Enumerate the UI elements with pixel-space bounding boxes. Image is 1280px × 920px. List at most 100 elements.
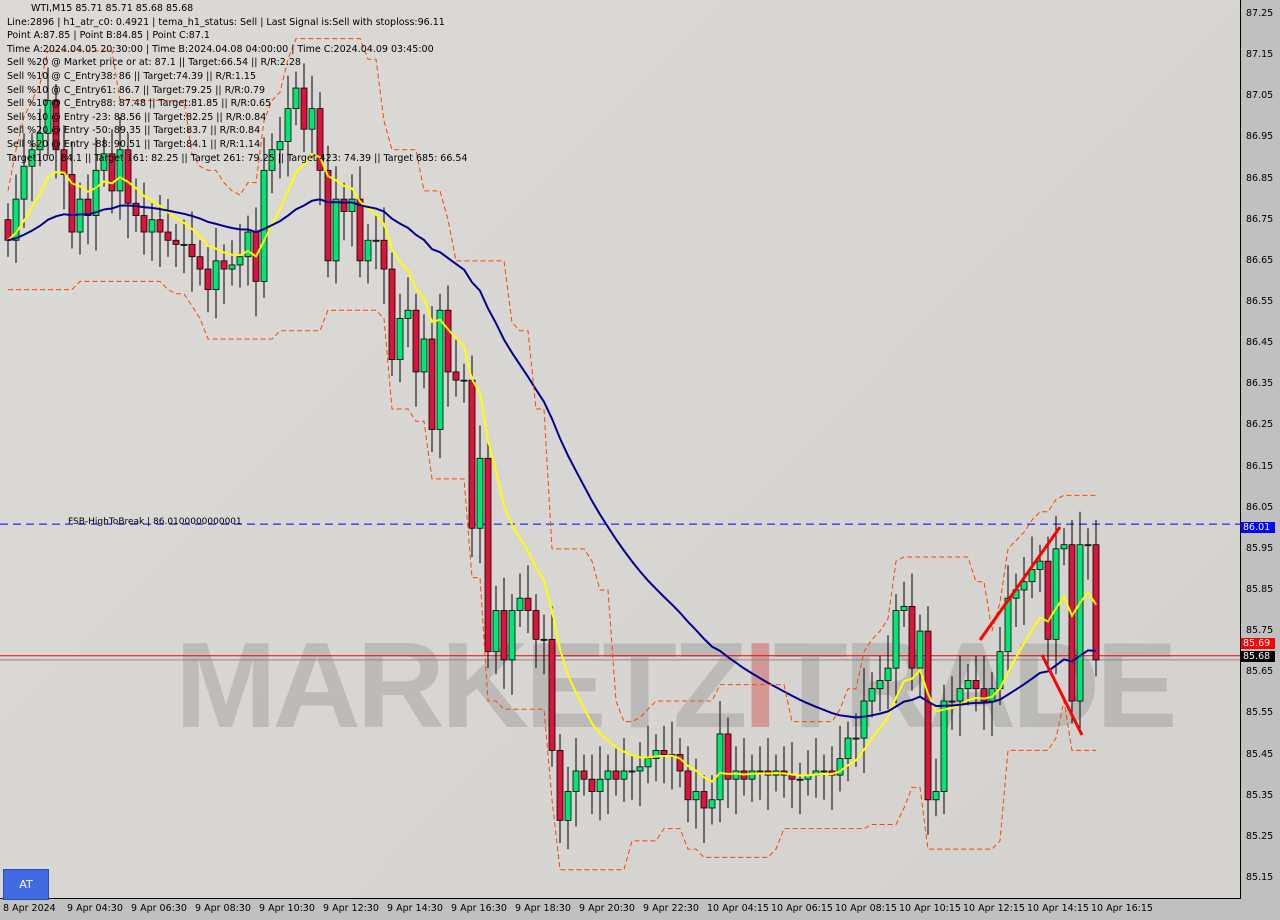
pattern-line: [1040, 654, 1084, 736]
candle-body: [148, 219, 156, 233]
candle-body: [76, 198, 84, 233]
candle-body: [260, 169, 268, 282]
candle-body: [908, 606, 916, 669]
candle-body: [684, 770, 692, 801]
candle-body: [116, 149, 124, 192]
candle-body: [460, 379, 468, 382]
watermark-left: MARKETZ: [175, 617, 747, 753]
info-line: Point A:87.85 | Point B:84.85 | Point C:…: [7, 30, 210, 42]
candle-body: [500, 610, 508, 661]
candle-body: [60, 149, 68, 175]
candle-body: [1004, 597, 1012, 653]
candle-body: [916, 630, 924, 669]
candle-body: [292, 87, 300, 110]
x-tick-label: 9 Apr 14:30: [387, 903, 443, 914]
candle-body: [132, 202, 140, 216]
bid-price-label: 85.69: [1241, 638, 1275, 649]
candle-body: [228, 264, 236, 270]
candle-body: [980, 688, 988, 702]
y-tick-label: 86.35: [1246, 378, 1274, 390]
y-tick-label: 85.95: [1246, 542, 1274, 554]
candle-body: [364, 239, 372, 262]
candle-body: [644, 758, 652, 768]
info-line: Sell %20 @ Market price or at: 87.1 || T…: [7, 57, 301, 69]
candle-body: [924, 630, 932, 801]
y-tick-label: 85.35: [1246, 789, 1274, 801]
y-tick-label: 86.45: [1246, 337, 1274, 349]
candle-body: [404, 309, 412, 319]
info-line: Sell %20 @ Entry -88: 90.51 || Target:84…: [7, 138, 261, 150]
x-tick-label: 10 Apr 14:15: [1027, 903, 1089, 914]
candle-body: [628, 770, 636, 773]
candle-body: [196, 256, 204, 270]
candle-body: [876, 680, 884, 690]
candle-body: [556, 750, 564, 821]
info-line: Sell %10 @ C_Entry38: 86 || Target:74.39…: [7, 70, 257, 82]
candle-body: [748, 770, 756, 780]
candle-body: [244, 231, 252, 258]
candle-body: [36, 132, 44, 151]
at-button[interactable]: AT: [3, 869, 49, 900]
candle-body: [12, 198, 20, 241]
fsb-label: FSB-HighToBreak | 86.0100000000001: [68, 517, 242, 527]
candle-body: [692, 791, 700, 801]
info-line: Sell %10 @ C_Entry61: 86.7 || Target:79.…: [7, 84, 266, 96]
candle-body: [956, 688, 964, 702]
y-tick-label: 85.75: [1246, 625, 1274, 637]
pattern-line: [978, 526, 1062, 641]
candle-body: [1052, 548, 1060, 640]
candle-body: [964, 680, 972, 690]
candle-body: [476, 457, 484, 529]
candle-body: [420, 338, 428, 373]
x-tick-label: 8 Apr 2024: [3, 903, 56, 914]
fsb-price-label: 86.01: [1241, 522, 1275, 533]
candle-body: [564, 791, 572, 821]
candle-body: [612, 770, 620, 780]
candle-body: [596, 778, 604, 792]
candle-body: [428, 338, 436, 430]
candle-body: [940, 700, 948, 792]
candle-body: [580, 770, 588, 780]
symbol-header: WTI,M15 85.71 85.71 85.68 85.68: [31, 3, 194, 14]
candle-body: [468, 379, 476, 529]
candle-body: [84, 198, 92, 216]
x-tick-label: 9 Apr 16:30: [451, 903, 507, 914]
candle-body: [716, 733, 724, 801]
candle-body: [652, 750, 660, 760]
candle-body: [44, 99, 52, 134]
candle-body: [236, 256, 244, 266]
y-tick-label: 85.85: [1246, 583, 1274, 595]
x-tick-label: 10 Apr 12:15: [963, 903, 1025, 914]
slow-ma-line: [7, 198, 1097, 719]
candle-body: [836, 758, 844, 776]
candle-body: [516, 597, 524, 611]
candle-body: [452, 371, 460, 381]
x-tick-label: 10 Apr 04:15: [707, 903, 769, 914]
candle-body: [732, 770, 740, 780]
y-tick-label: 86.25: [1246, 419, 1274, 431]
y-tick-label: 85.25: [1246, 830, 1274, 842]
candle-body: [284, 108, 292, 142]
candle-body: [316, 108, 324, 171]
candle-body: [412, 309, 420, 373]
candle-body: [180, 243, 188, 246]
candle-body: [724, 733, 732, 780]
x-tick-label: 9 Apr 08:30: [195, 903, 251, 914]
candle-body: [548, 638, 556, 751]
info-line: Sell %20 @ Entry -50: 89.35 || Target:83…: [7, 125, 261, 137]
candle-body: [708, 799, 716, 809]
candle-body: [604, 770, 612, 780]
candle-body: [332, 198, 340, 262]
candle-body: [188, 243, 196, 258]
candle-body: [68, 174, 76, 233]
candle-body: [372, 239, 380, 242]
candle-body: [324, 169, 332, 262]
candle-body: [156, 219, 164, 233]
x-tick-label: 9 Apr 06:30: [131, 903, 187, 914]
candle-body: [1044, 560, 1052, 640]
candle-body: [396, 318, 404, 360]
candle-body: [140, 215, 148, 233]
candle-body: [676, 754, 684, 772]
x-tick-label: 10 Apr 10:15: [899, 903, 961, 914]
candle-body: [124, 149, 132, 204]
